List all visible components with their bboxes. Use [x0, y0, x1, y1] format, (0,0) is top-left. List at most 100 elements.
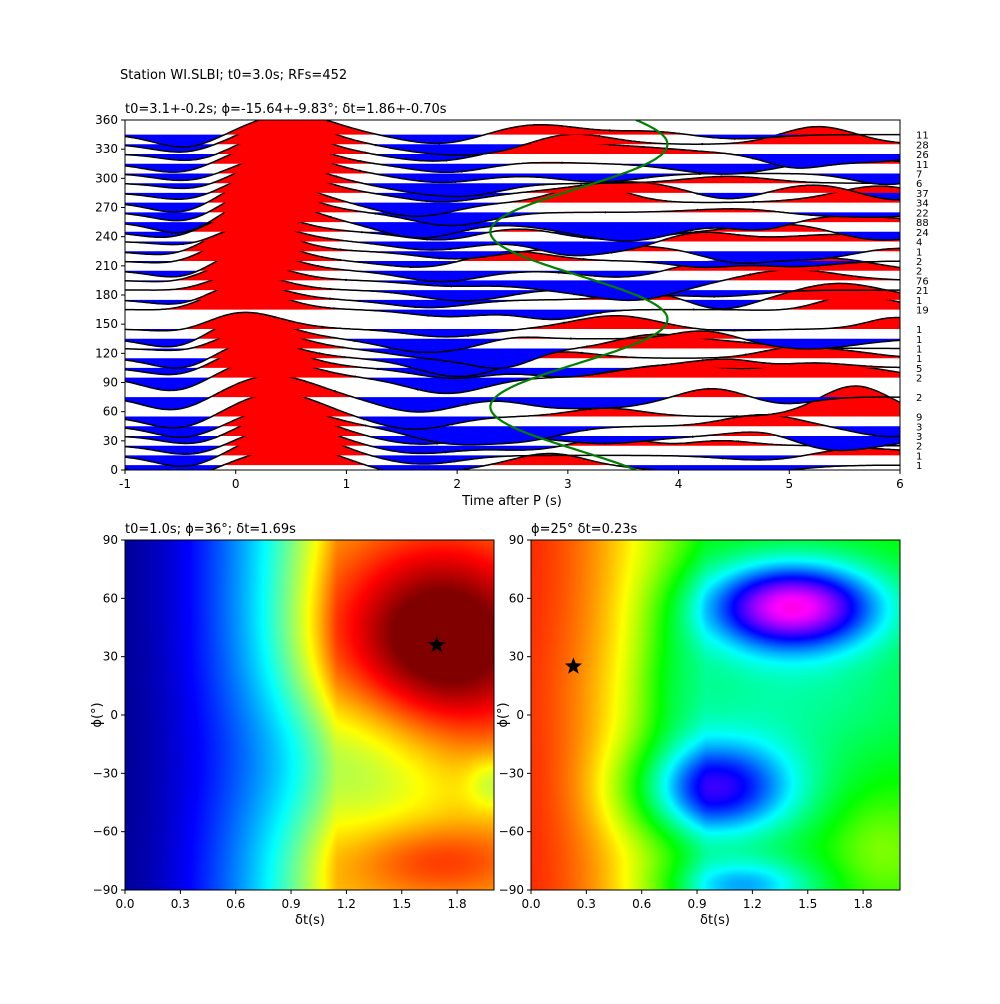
right-heatmap: [531, 540, 900, 890]
trace-pick-dot: [599, 311, 602, 314]
trace-pick-dot: [408, 434, 411, 437]
bin-count-label: 2: [916, 257, 922, 268]
x-tick-label: 1.8: [448, 897, 467, 911]
trace-pick-dot: [585, 428, 588, 432]
x-tick-label: 4: [675, 477, 683, 491]
trace-pick-dot: [733, 137, 736, 140]
trace-negative-fill: [125, 154, 900, 169]
y-tick-label: 90: [103, 533, 118, 547]
y-tick-label: −60: [93, 825, 118, 839]
trace-pick-dot: [364, 424, 367, 427]
trace-pick-dot: [608, 129, 611, 132]
trace-pick-dot: [752, 200, 755, 204]
trace-negative-fill: [125, 183, 900, 197]
trace-pick-dot: [318, 352, 321, 355]
trace-pick-dot: [321, 325, 324, 328]
x-tick-label: 6: [896, 477, 904, 491]
trace-negative-fill: [125, 348, 900, 369]
trace-positive-fill: [125, 413, 900, 436]
y-tick-label: 330: [95, 142, 118, 156]
y-tick-label: −90: [93, 883, 118, 897]
y-tick-label: −30: [499, 766, 524, 780]
trace-pick-dot: [744, 353, 747, 356]
left-y-axis-label: ϕ(°): [90, 702, 105, 727]
trace-positive-fill: [125, 346, 900, 368]
trace-pick-dot: [707, 387, 710, 390]
trace-pick-dot: [376, 367, 379, 371]
trace-pick-dot: [563, 321, 566, 324]
trace-negative-fill: [125, 426, 900, 445]
trace-pick-dot: [743, 341, 746, 344]
bin-count-label: 11: [916, 131, 929, 142]
y-tick-label: 90: [103, 376, 118, 390]
y-tick-label: 60: [103, 591, 118, 605]
x-tick-label: 0.3: [171, 897, 190, 911]
right-panel-title: ϕ=25° δt=0.23s: [531, 522, 638, 537]
left-panel-title: t0=1.0s; ϕ=36°; δt=1.69s: [125, 522, 296, 537]
trace-pick-dot: [463, 223, 466, 226]
x-tick-label: 1.2: [337, 897, 356, 911]
x-tick-label: 0.6: [632, 897, 651, 911]
trace-pick-dot: [335, 175, 338, 178]
trace-pick-dot: [444, 451, 447, 454]
trace-pick-dot: [751, 157, 754, 160]
trace-pick-dot: [413, 305, 417, 309]
trace-pick-dot: [749, 273, 752, 276]
right-y-axis-label: ϕ(°): [496, 702, 511, 727]
bin-count-label: 2: [916, 374, 922, 385]
bin-count-label: 76: [916, 276, 929, 287]
bin-count-label: 24: [916, 228, 929, 239]
bin-count-label: 28: [916, 140, 929, 151]
trace-pick-dot: [467, 228, 470, 231]
trace-pick-dot: [733, 329, 736, 332]
trace-pick-dot: [463, 153, 466, 157]
trace-pick-dot: [374, 144, 377, 147]
trace-pick-dot: [579, 182, 583, 185]
trace-positive-fill: [125, 132, 900, 155]
trace-pick-dot: [339, 248, 342, 251]
trace-pick-dot: [557, 271, 560, 274]
x-tick-label: 0.9: [282, 897, 301, 911]
trace-negative-fill: [125, 280, 900, 301]
trace-pick-dot: [729, 261, 732, 264]
trace-pick-dot: [454, 180, 457, 184]
bin-count-label: 7: [916, 169, 922, 180]
bin-count-label: 2: [916, 267, 922, 278]
x-tick-label: 1.5: [392, 897, 411, 911]
x-tick-label: -1: [119, 477, 131, 491]
trace-pick-dot: [689, 229, 692, 232]
trace-line: [125, 311, 900, 338]
trace-pick-dot: [617, 239, 620, 242]
trace-pick-dot: [333, 390, 337, 393]
trace-pick-dot: [438, 257, 441, 260]
top-axes-ticks: -1 0 1 2 3 4 5 60306090120150180210240270300330…: [95, 113, 904, 491]
trace-positive-fill: [125, 273, 900, 291]
y-tick-label: 0: [110, 463, 118, 477]
trace-line: [125, 120, 900, 148]
y-tick-label: −60: [499, 825, 524, 839]
bin-count-label: 1: [916, 344, 922, 355]
trace-pick-dot: [317, 264, 320, 268]
bin-count-label: 3: [916, 432, 922, 443]
trace-pick-dot: [440, 194, 443, 198]
trace-pick-dot: [362, 418, 366, 421]
bin-count-label: 1: [916, 335, 922, 346]
trace-positive-fill: [125, 188, 900, 213]
trace-pick-dot: [582, 258, 585, 261]
trace-positive-fill: [125, 170, 900, 193]
y-tick-label: 150: [95, 317, 118, 331]
trace-pick-dot: [338, 258, 342, 262]
bin-count-label: 37: [916, 189, 929, 200]
trace-positive-fill: [125, 312, 900, 330]
y-tick-label: −90: [499, 883, 524, 897]
trace-negative-fill: [125, 435, 900, 451]
trace-pick-dot: [701, 143, 704, 146]
x-tick-label: 0: [232, 477, 240, 491]
trace-pick-dot: [609, 180, 612, 183]
x-tick-label: 0.6: [226, 897, 245, 911]
bin-count-label: 3: [916, 422, 922, 433]
y-tick-label: 360: [95, 113, 118, 127]
trace-negative-fill: [125, 212, 900, 226]
trace-negative-fill: [125, 222, 900, 241]
